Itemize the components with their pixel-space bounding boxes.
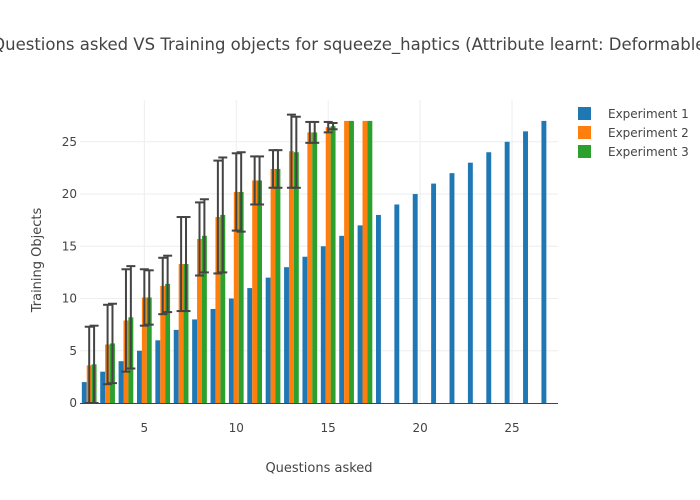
chart-title: Questions asked VS Training objects for … bbox=[0, 35, 700, 55]
bar bbox=[541, 120, 547, 404]
bar bbox=[238, 191, 244, 403]
grid bbox=[80, 100, 558, 403]
legend: Experiment 1 Experiment 2 Experiment 3 bbox=[578, 104, 693, 161]
bar bbox=[270, 168, 276, 403]
y-tick-label: 15 bbox=[62, 239, 77, 253]
y-tick-labels: 0 5 10 15 20 25 bbox=[62, 135, 77, 410]
bar bbox=[155, 340, 161, 403]
legend-label: Experiment 3 bbox=[608, 144, 689, 159]
bar bbox=[257, 180, 263, 403]
bar bbox=[247, 288, 253, 403]
bar bbox=[449, 173, 455, 403]
bar bbox=[339, 235, 345, 403]
bar bbox=[504, 141, 510, 404]
bar bbox=[486, 152, 492, 403]
bar bbox=[252, 180, 258, 403]
bar bbox=[325, 127, 331, 403]
bar bbox=[81, 382, 87, 403]
y-tick-label: 10 bbox=[62, 292, 77, 306]
bar bbox=[357, 225, 363, 403]
x-tick-label: 10 bbox=[229, 421, 244, 435]
x-tick-label: 5 bbox=[141, 421, 149, 435]
bar bbox=[367, 120, 373, 404]
bar bbox=[173, 329, 179, 403]
legend-swatch bbox=[578, 145, 591, 158]
bar bbox=[394, 204, 400, 403]
bar bbox=[330, 126, 336, 403]
bar bbox=[233, 191, 239, 403]
bar bbox=[183, 264, 189, 403]
legend-swatch bbox=[578, 107, 591, 120]
bar bbox=[344, 120, 350, 404]
error-bars bbox=[84, 113, 338, 404]
legend-item-experiment-1[interactable]: Experiment 1 bbox=[578, 104, 693, 123]
bar bbox=[431, 183, 437, 403]
bars bbox=[81, 120, 547, 404]
bar bbox=[523, 131, 528, 403]
x-tick-label: 20 bbox=[412, 421, 427, 435]
bar bbox=[220, 214, 226, 403]
bar bbox=[141, 297, 147, 403]
bar bbox=[307, 132, 313, 403]
bar bbox=[146, 297, 152, 403]
bar bbox=[165, 283, 171, 403]
bar bbox=[136, 350, 142, 403]
bar bbox=[275, 168, 281, 403]
bar bbox=[197, 238, 202, 403]
bar bbox=[302, 256, 308, 403]
x-tick-label: 25 bbox=[504, 421, 519, 435]
bar bbox=[100, 371, 106, 403]
y-axis-label: Training Objects bbox=[30, 208, 45, 314]
bar bbox=[118, 361, 124, 403]
bar bbox=[192, 319, 198, 403]
legend-item-experiment-2[interactable]: Experiment 2 bbox=[578, 123, 693, 142]
bar bbox=[320, 246, 326, 403]
bar bbox=[288, 151, 294, 403]
bar bbox=[201, 235, 207, 403]
x-tick-label: 15 bbox=[321, 421, 336, 435]
bar bbox=[412, 194, 418, 403]
legend-label: Experiment 1 bbox=[608, 106, 689, 121]
legend-label: Experiment 2 bbox=[608, 125, 689, 140]
x-axis-label: Questions asked bbox=[265, 461, 372, 476]
bar bbox=[178, 264, 184, 403]
y-tick-label: 5 bbox=[69, 344, 77, 358]
legend-swatch bbox=[578, 126, 591, 139]
bar bbox=[160, 285, 166, 403]
bar bbox=[265, 277, 271, 403]
y-tick-label: 20 bbox=[62, 187, 77, 201]
y-tick-label: 0 bbox=[69, 396, 77, 410]
bar bbox=[215, 217, 221, 403]
bar bbox=[210, 308, 216, 403]
bar bbox=[349, 120, 354, 404]
bar bbox=[375, 214, 381, 403]
bar bbox=[293, 152, 299, 403]
x-tick-labels: 5 10 15 20 25 bbox=[141, 421, 520, 435]
bar bbox=[312, 132, 318, 403]
y-tick-label: 25 bbox=[62, 135, 77, 149]
bar bbox=[228, 298, 234, 403]
bar bbox=[467, 162, 473, 403]
bar bbox=[362, 120, 368, 404]
bar bbox=[284, 267, 289, 403]
legend-item-experiment-3[interactable]: Experiment 3 bbox=[578, 142, 693, 161]
